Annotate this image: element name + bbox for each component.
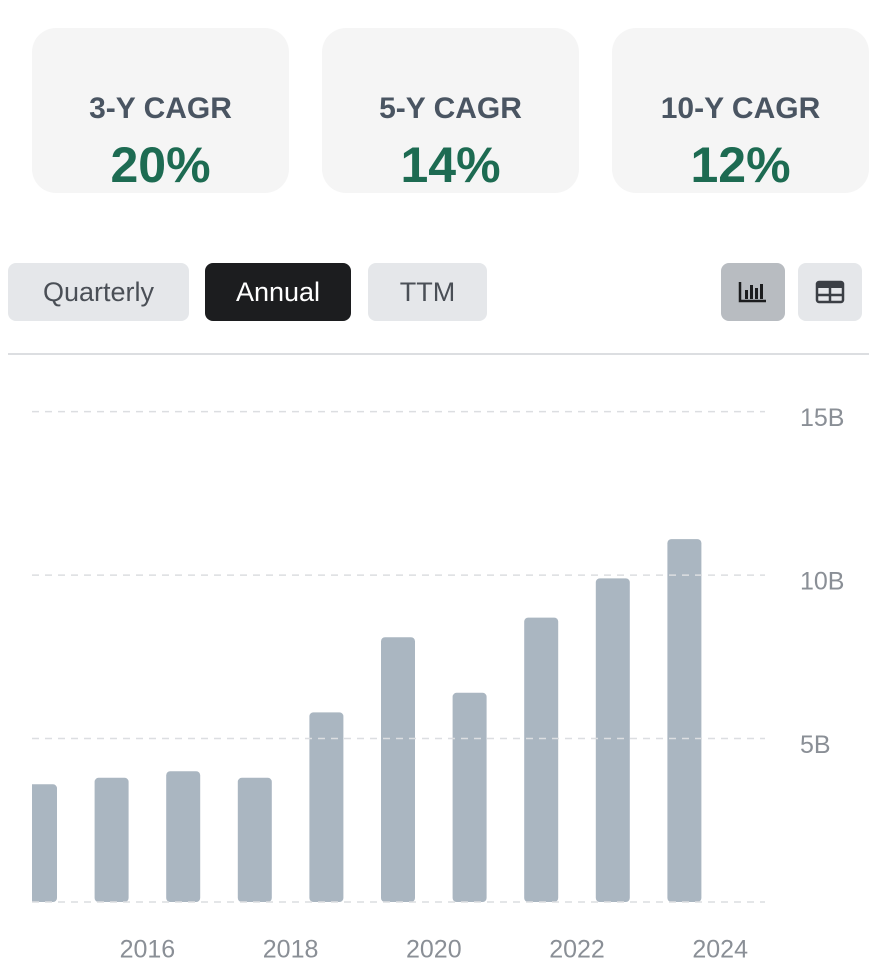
bar — [381, 637, 415, 902]
y-tick-label: 5B — [800, 731, 831, 759]
plot-area — [32, 539, 702, 902]
card-label: 5-Y CAGR — [379, 92, 522, 125]
tab-button[interactable]: Quarterly — [8, 263, 189, 321]
x-tick-label: 2016 — [120, 936, 176, 964]
x-tick-label: 2024 — [692, 936, 748, 964]
bar — [309, 712, 344, 902]
card-label: 3-Y CAGR — [89, 92, 232, 125]
x-tick-label: 2022 — [549, 936, 605, 964]
tab-button[interactable]: Annual — [205, 263, 351, 321]
bar — [166, 771, 201, 902]
bar — [32, 784, 57, 902]
bar — [667, 539, 702, 902]
y-tick-label: 15B — [800, 404, 844, 432]
y-tick-label: 10B — [800, 568, 844, 596]
cagr-card: 10-Y CAGR 12% — [612, 28, 869, 193]
card-value: 14% — [400, 137, 501, 193]
tab-button[interactable]: TTM — [368, 263, 487, 321]
bar — [452, 692, 487, 902]
bar — [94, 777, 129, 902]
card-label: 10-Y CAGR — [660, 92, 821, 125]
table-view-button[interactable] — [798, 263, 862, 321]
bar — [524, 617, 559, 902]
table-icon — [815, 280, 845, 304]
divider — [8, 353, 869, 355]
x-tick-label: 2018 — [263, 936, 319, 964]
x-tick-label: 2020 — [406, 936, 462, 964]
bar — [595, 578, 630, 902]
chart-view-button[interactable] — [721, 263, 785, 321]
card-value: 20% — [110, 137, 211, 193]
cagr-card: 5-Y CAGR 14% — [322, 28, 579, 193]
card-value: 12% — [690, 137, 791, 193]
chart: 5B 10B 15B 2016 2018 2020 2022 2024 — [32, 404, 844, 964]
bar — [237, 777, 272, 902]
bar-chart-icon — [738, 282, 766, 303]
cagr-card: 3-Y CAGR 20% — [32, 28, 289, 193]
